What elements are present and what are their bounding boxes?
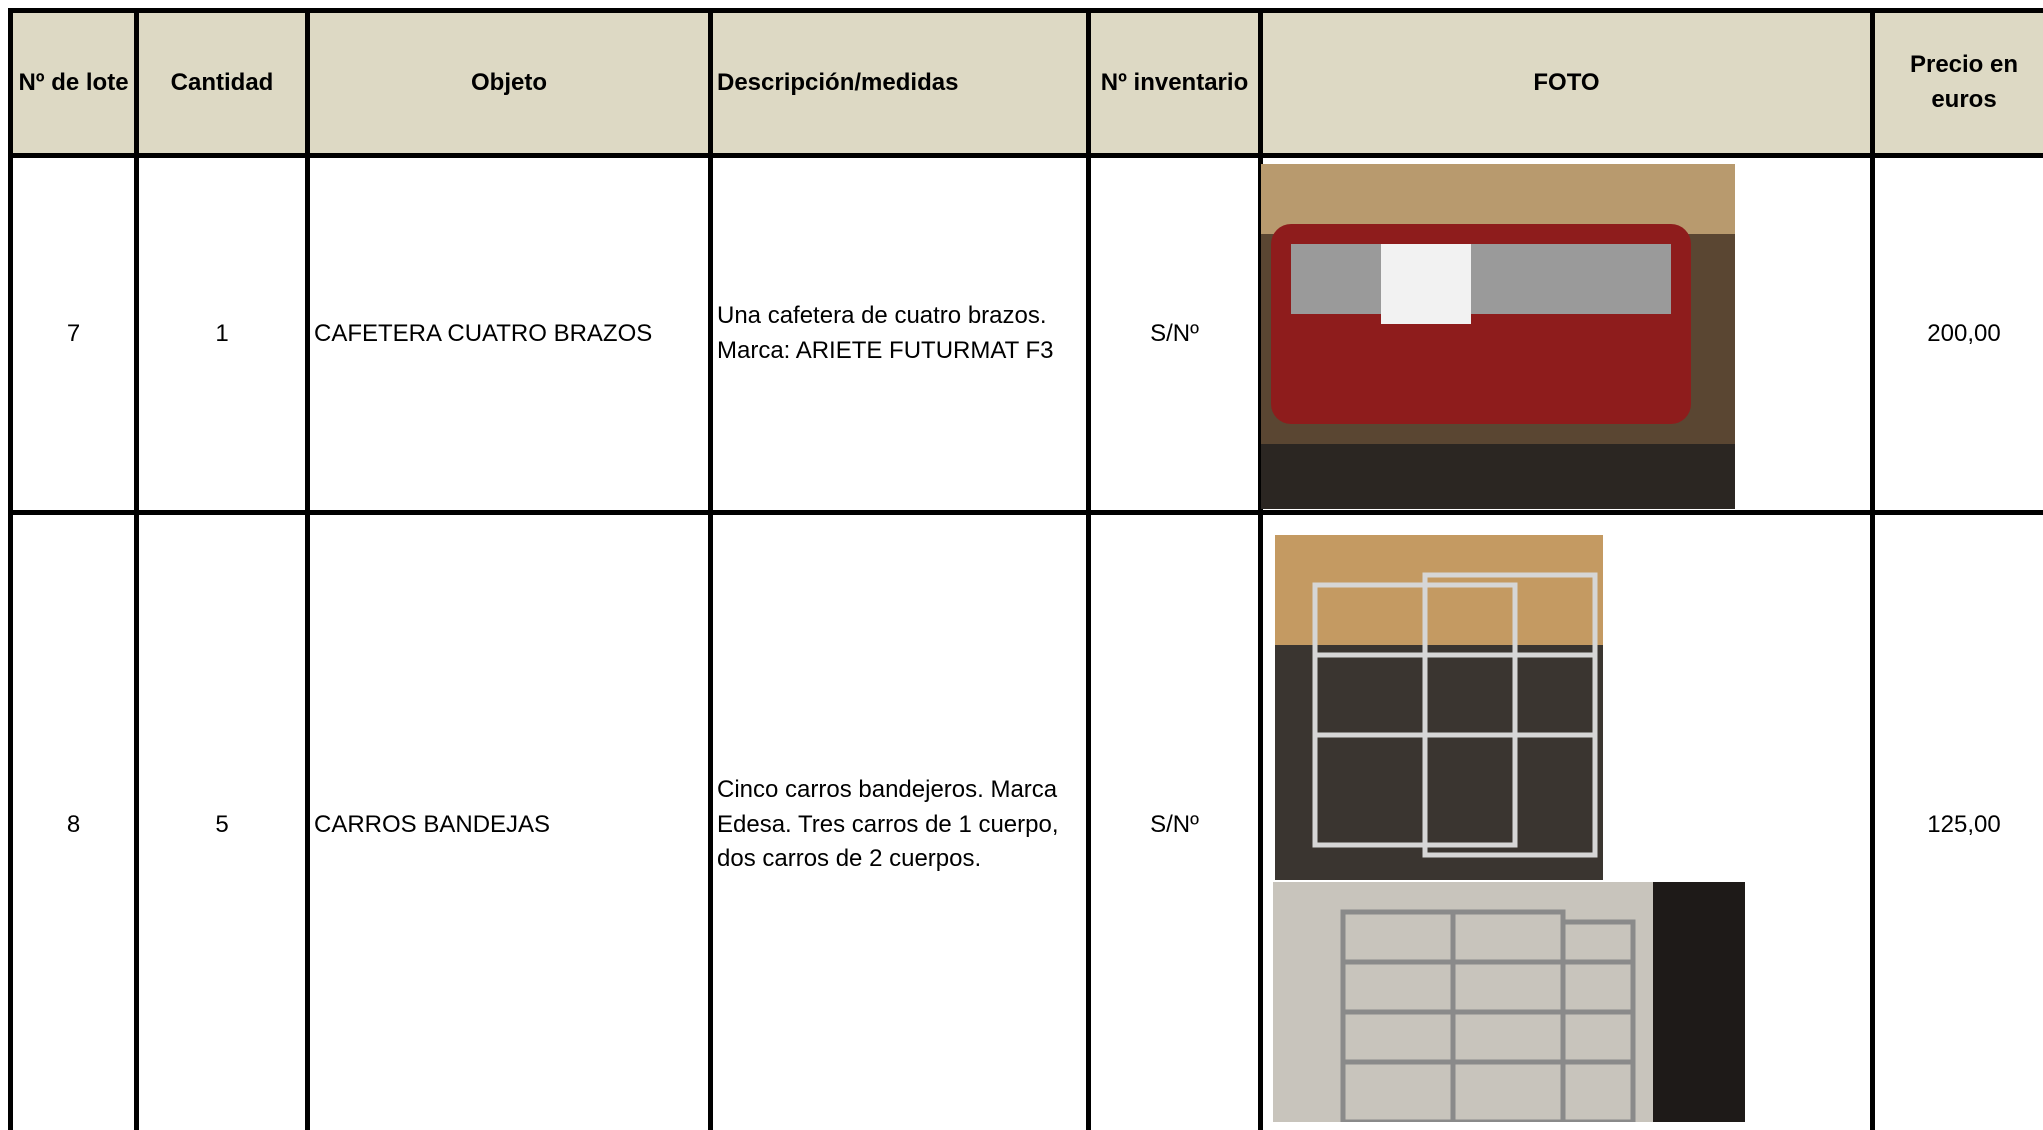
cell: 125,00 [1870,510,2043,1130]
cell: 200,00 [1870,153,2043,515]
photo [1273,882,1745,1122]
header-cell: Cantidad [134,8,310,158]
header-row: Nº de lote Cantidad Objeto Descripción/m… [8,8,2043,158]
cart-frame [1340,909,1636,1122]
cell: 1 [134,153,310,515]
counter [1261,444,1735,509]
photo [1275,535,1603,880]
machine-label [1381,244,1471,324]
machine-panel [1291,244,1671,314]
cell: Cinco carros bandejeros. Marca Edesa. Tr… [708,510,1091,1130]
cell: S/Nº [1086,153,1263,515]
row: 7 1 CAFETERA CUATRO BRAZOS Una cafetera … [8,153,2043,515]
header-cell: Nº de lote [8,8,139,158]
cell: 7 [8,153,139,515]
header-cell: Objeto [305,8,713,158]
header-cell: Descripción/medidas [708,8,1091,158]
photo-wall [1261,164,1735,234]
header-cell: FOTO [1258,8,1875,158]
photo [1261,164,1735,509]
cell: CAFETERA CUATRO BRAZOS [305,153,713,515]
cart-frame [1312,572,1598,858]
cell: 5 [134,510,310,1130]
photo-dark [1653,882,1745,1122]
header-cell: Nº inventario [1086,8,1263,158]
cell: S/Nº [1086,510,1263,1130]
cell: Una cafetera de cuatro brazos. Marca: AR… [708,153,1091,515]
cell: 8 [8,510,139,1130]
header-cell: Precio en euros [1870,8,2043,158]
cell: CARROS BANDEJAS [305,510,713,1130]
photo-wall [1275,535,1603,645]
